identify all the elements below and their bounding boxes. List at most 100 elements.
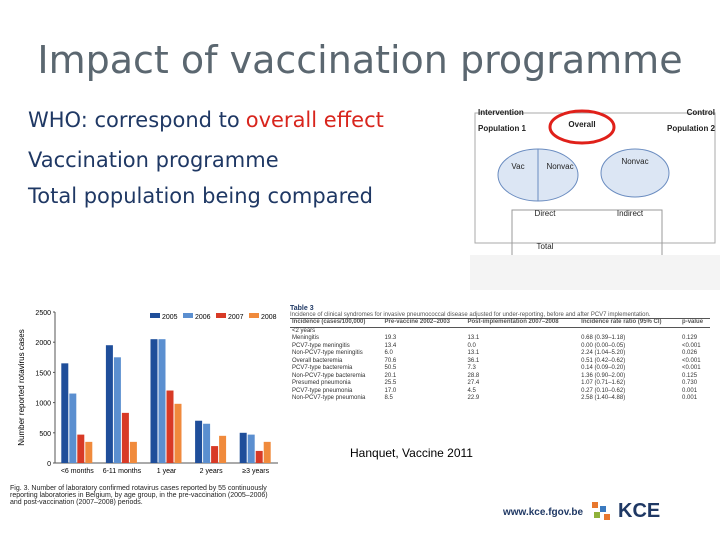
cell: 0.14 (0.09–0.20) <box>581 365 626 371</box>
x-tick-label: 1 year <box>157 468 177 475</box>
bar <box>69 393 77 463</box>
y-tick-label: 2000 <box>35 340 51 347</box>
highlight-circle <box>548 109 616 145</box>
diagram-label: Overall <box>568 120 595 129</box>
legend-swatch <box>216 313 226 318</box>
diagram-label: Intervention <box>478 108 524 117</box>
cell: 0.27 (0.10–0.62) <box>581 387 626 394</box>
y-tick-label: 0 <box>47 461 51 468</box>
bar <box>105 345 113 463</box>
cell: 0.129 <box>682 335 698 341</box>
cell: 0.125 <box>682 372 698 379</box>
cell: 0.0 <box>467 342 476 349</box>
x-tick-label: 6-11 months <box>103 468 142 475</box>
table-subtitle: Incidence of clinical syndromes for inva… <box>290 312 651 318</box>
cell: 6.0 <box>384 350 393 356</box>
bar-chart: Number reported rotavirus cases 0 500 1000 1… <box>17 310 278 475</box>
bar <box>166 390 174 463</box>
bar <box>219 435 227 463</box>
bar <box>150 339 158 463</box>
cell <box>466 327 580 335</box>
cell: 70.6 <box>384 357 397 364</box>
cell: 2.24 (1.04–5.20) <box>581 350 626 356</box>
diagram-label: Population 1 <box>478 124 527 133</box>
cell: 22.9 <box>467 395 480 401</box>
cell: Presumed pneumonia <box>292 380 351 386</box>
cell: 0.00 (0.00–0.05) <box>581 342 626 349</box>
cell: 50.5 <box>384 365 397 371</box>
logo-icon <box>592 502 610 520</box>
cell: Non-PCV7-type pneumonia <box>292 395 366 401</box>
slide-title: Impact of vaccination programme <box>37 38 683 82</box>
legend-label: 2008 <box>261 314 277 321</box>
cell: 28.8 <box>467 372 480 379</box>
cell: 13.1 <box>467 335 480 341</box>
legend-label: 2005 <box>162 314 178 321</box>
cell: 1.36 (0.90–2.00) <box>581 372 626 379</box>
cell: PCV7-type bacteremia <box>292 365 353 371</box>
cell: 0.51 (0.42–0.62) <box>581 357 626 364</box>
cell: PCV7-type meningitis <box>292 342 350 349</box>
table-body: Incidence (cases/100,000) Pre-vaccine 200… <box>290 318 710 403</box>
y-tick-label: 1500 <box>35 370 51 377</box>
cell: 0.026 <box>682 350 698 356</box>
cell: 25.5 <box>384 380 397 386</box>
y-tick-label: 2500 <box>35 310 51 317</box>
header-cell: p-value <box>680 318 710 328</box>
bar <box>263 441 271 463</box>
cell: Meningitis <box>292 335 320 341</box>
cell <box>383 327 466 335</box>
cell: 27.4 <box>467 380 480 386</box>
diagram: Intervention Overall Control Population 1 Po… <box>470 108 720 290</box>
bar <box>77 434 85 463</box>
y-tick-label: 500 <box>39 431 51 438</box>
cell: <2 years <box>292 327 316 334</box>
diagram-label: Control <box>687 108 715 117</box>
x-tick-label: <6 months <box>61 468 94 475</box>
footer-url: www.kce.fgov.be <box>503 507 584 518</box>
diagram-label: Nonvac <box>546 162 573 171</box>
population2 <box>600 148 670 198</box>
legend-swatch <box>150 313 160 318</box>
cell: 7.3 <box>467 365 476 371</box>
footer-logo: KCE <box>618 500 661 522</box>
legend-box <box>470 255 720 290</box>
cell <box>579 327 680 335</box>
cell: 17.0 <box>384 387 397 394</box>
table-row: PCV7-type meningitis 13.4 0.0 0.00 (0.00–0.… <box>290 343 710 351</box>
table-row: Non-PCV7-type bacteremia 20.1 28.8 1.36 (0.… <box>290 373 710 381</box>
x-tick-label: ≥3 years <box>242 468 269 475</box>
table-row: Non-PCV7-type meningitis 6.0 13.1 2.24 (1.0… <box>290 350 710 358</box>
cell: 36.1 <box>467 357 480 364</box>
table-row: Overall bacteremia 70.6 36.1 0.51 (0.42–0.6… <box>290 358 710 366</box>
table-row: PCV7-type pneumonia 17.0 4.5 0.27 (0.10–0.6… <box>290 388 710 396</box>
diagram-label: Nonvac <box>621 157 648 166</box>
bar <box>255 450 263 463</box>
diagram-label: Direct <box>535 209 557 218</box>
legend-label: 2007 <box>228 314 244 321</box>
table-row: <2 years <box>290 327 710 335</box>
diagram-label: Total <box>537 242 554 251</box>
header-cell: Pre-vaccine 2002–2003 <box>382 318 466 328</box>
bullet-text: WHO: correspond to <box>28 108 240 132</box>
bar <box>211 446 219 463</box>
cell: 8.5 <box>384 395 393 401</box>
cell: <0.001 <box>682 342 701 349</box>
bar <box>129 441 137 463</box>
cell: 20.1 <box>384 372 397 379</box>
legend-swatch <box>249 313 259 318</box>
cell <box>680 327 710 335</box>
bar <box>113 357 121 463</box>
table-row: PCV7-type bacteremia 50.5 7.3 0.14 (0.09–0.… <box>290 365 710 373</box>
cell: 2.58 (1.40–4.88) <box>581 395 626 401</box>
bar <box>158 339 166 463</box>
legend-swatch <box>183 313 193 318</box>
y-axis-label: Number reported rotavirus cases <box>17 329 26 446</box>
cell: 0.001 <box>682 395 698 401</box>
bar <box>203 423 211 463</box>
diagram-label: Vac <box>511 162 524 171</box>
table: Table 3 Incidence of clinical syndromes … <box>290 305 710 403</box>
header-cell: Incidence (cases/100,000) <box>290 318 383 328</box>
cell: 19.3 <box>384 335 397 341</box>
